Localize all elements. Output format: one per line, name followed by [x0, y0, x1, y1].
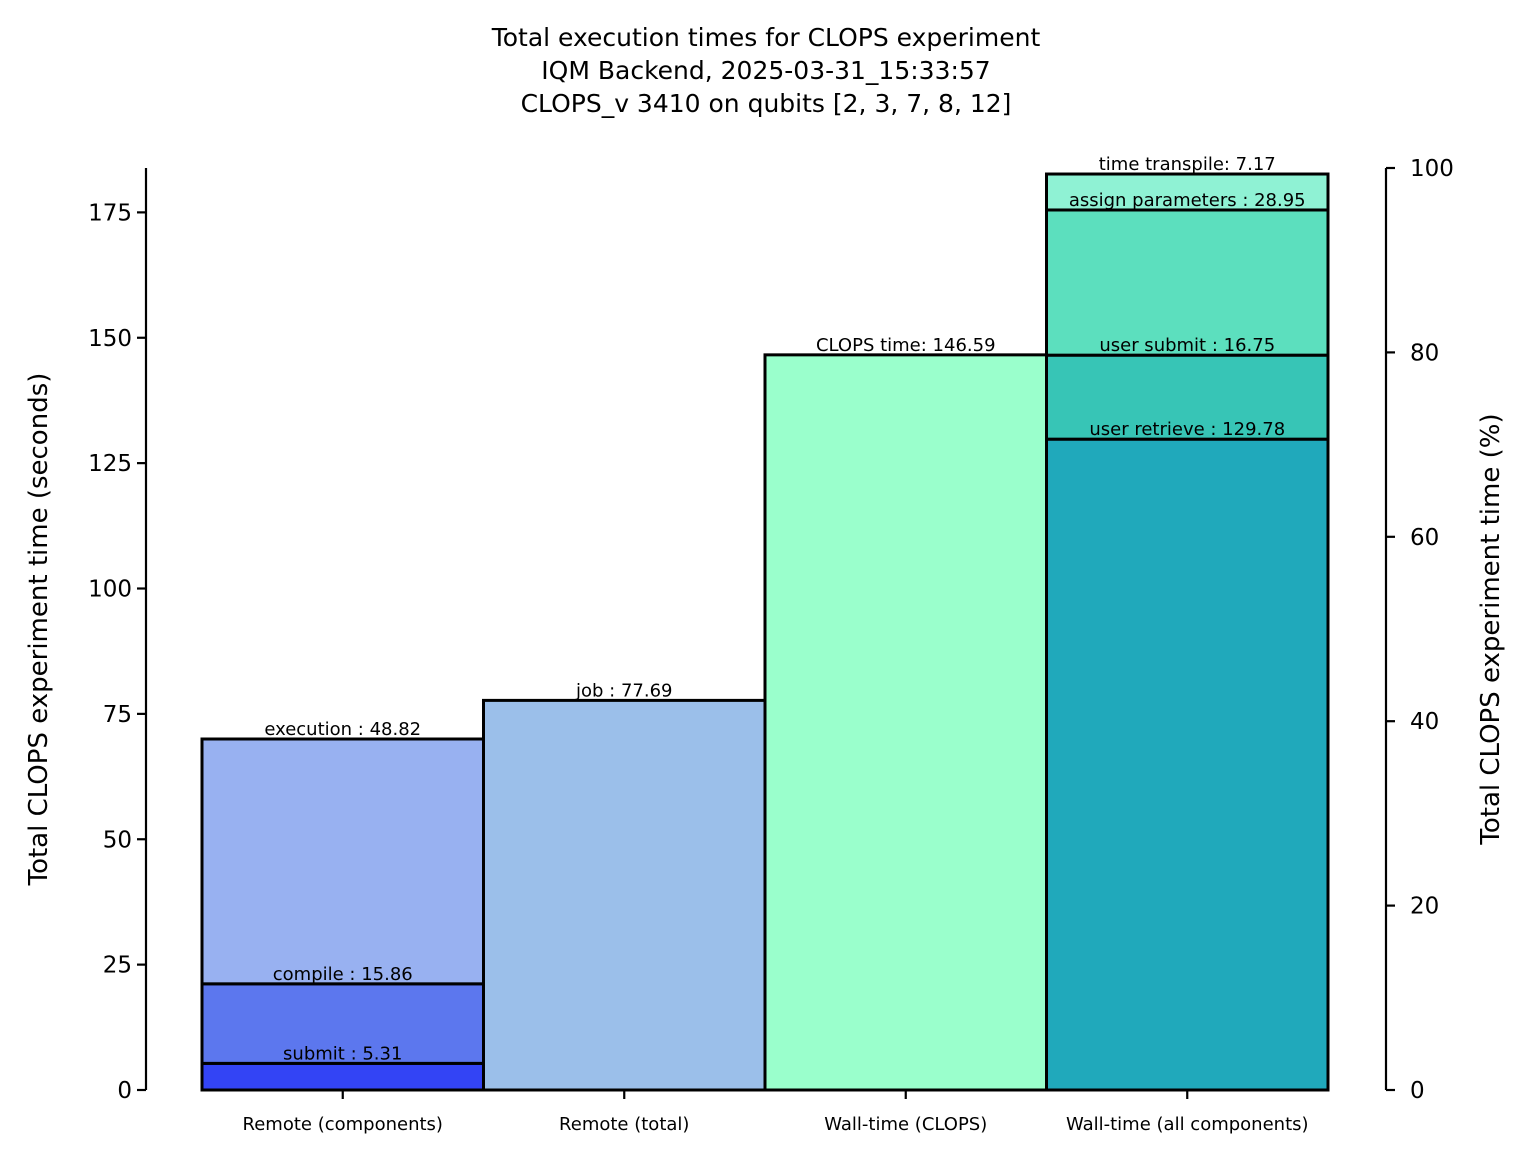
bar-segment-submit: [202, 1063, 484, 1090]
left-y-tick-label: 125: [88, 451, 132, 477]
right-y-axis: 0 20 40 60 80 100: [1386, 156, 1454, 1104]
x-tick-label-wall-time-all-components: Wall-time (all components): [1066, 1114, 1309, 1135]
right-y-axis-label: Total CLOPS experiment time (%): [1476, 413, 1506, 845]
bar-segment-clops-time: [765, 355, 1047, 1090]
segment-label-execution: execution : 48.82: [264, 719, 421, 740]
segment-label-user-submit: user submit : 16.75: [1099, 335, 1275, 356]
bar-stacks: [202, 174, 1328, 1090]
segment-label-submit: submit : 5.31: [283, 1043, 402, 1064]
left-y-tick-label: 25: [103, 953, 132, 979]
segment-label-job: job : 77.69: [575, 680, 672, 701]
chart-title: Total execution times for CLOPS experime…: [491, 23, 1041, 118]
x-axis: Remote (components) Remote (total) Wall-ti…: [243, 1090, 1309, 1135]
right-y-tick-label: 20: [1410, 894, 1439, 920]
left-y-tick-label: 0: [117, 1078, 132, 1104]
chart-title-line-3: CLOPS_v 3410 on qubits [2, 3, 7, 8, 12]: [521, 89, 1012, 118]
left-y-axis-label: Total CLOPS experiment time (seconds): [24, 373, 54, 887]
segment-label-compile: compile : 15.86: [273, 964, 413, 985]
bar-segment-job: [484, 700, 766, 1090]
x-tick-label-wall-time-clops: Wall-time (CLOPS): [824, 1114, 987, 1135]
segment-label-user-retrieve: user retrieve : 129.78: [1089, 419, 1285, 440]
segment-label-assign-parameters: assign parameters : 28.95: [1069, 190, 1306, 211]
x-tick-label-remote-components: Remote (components): [243, 1114, 443, 1135]
segment-label-time-transpile: time transpile: 7.17: [1099, 154, 1276, 175]
chart-title-line-2: IQM Backend, 2025-03-31_15:33:57: [541, 56, 990, 85]
bar-segment-assign-parameters: [1047, 210, 1329, 355]
left-y-tick-label: 175: [88, 200, 132, 226]
x-tick-label-remote-total: Remote (total): [559, 1114, 689, 1135]
right-y-tick-label: 60: [1410, 525, 1439, 551]
right-y-tick-label: 0: [1410, 1078, 1425, 1104]
segment-label-clops-time: CLOPS time: 146.59: [816, 335, 996, 356]
bar-segment-user-retrieve: [1047, 439, 1329, 1090]
right-y-tick-label: 80: [1410, 340, 1439, 366]
chart-title-line-1: Total execution times for CLOPS experime…: [491, 23, 1041, 52]
left-y-tick-label: 100: [88, 577, 132, 603]
left-y-tick-label: 50: [103, 827, 132, 853]
left-y-tick-label: 150: [88, 326, 132, 352]
bar-segment-execution: [202, 739, 484, 984]
right-y-tick-label: 100: [1410, 156, 1454, 182]
left-y-tick-label: 75: [103, 702, 132, 728]
left-y-axis: 0 25 50 75 100 125 150 175: [88, 168, 146, 1104]
right-y-tick-label: 40: [1410, 709, 1439, 735]
